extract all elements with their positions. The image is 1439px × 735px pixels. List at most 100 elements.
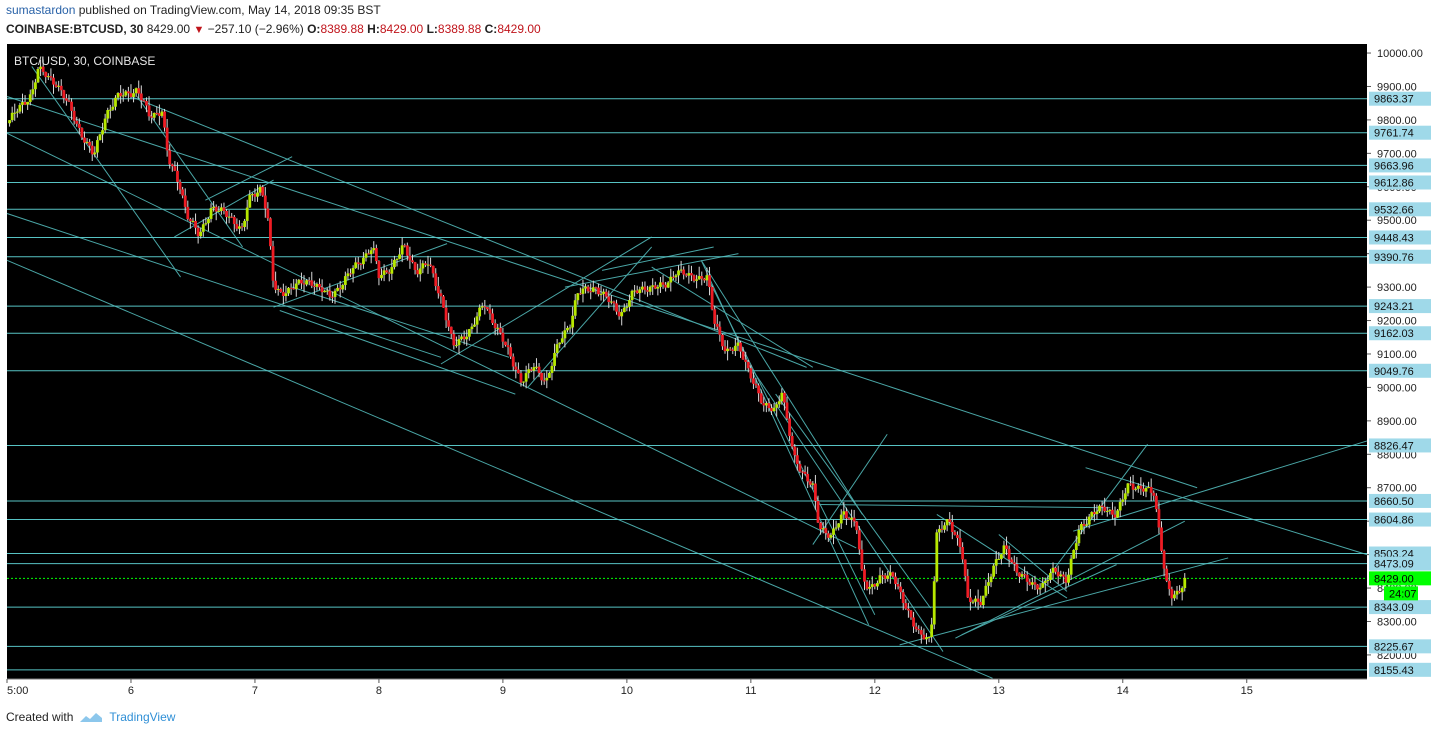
candle-body [935, 532, 939, 582]
candle-body [609, 301, 613, 303]
current-price-label: 8429.00 [1374, 573, 1414, 585]
price-chart[interactable]: 10000.009900.009800.009700.009600.009500… [0, 40, 1439, 702]
level-label: 8660.50 [1374, 496, 1414, 508]
candle-body [963, 559, 967, 577]
horizontal-levels [7, 98, 1367, 671]
candle-body [1087, 516, 1091, 525]
candle-body [400, 245, 404, 255]
candle-body [103, 118, 107, 131]
candle-body [829, 534, 833, 538]
candle-body [385, 270, 389, 273]
level-label: 8225.67 [1374, 641, 1414, 653]
candle-body [937, 528, 941, 533]
level-label: 8155.43 [1374, 665, 1414, 677]
candle-body [509, 347, 513, 357]
candle-body [723, 346, 727, 352]
candle-body [320, 287, 324, 293]
candle-body [1028, 581, 1032, 585]
candle-body [52, 77, 55, 85]
candle-body [1023, 574, 1027, 576]
candle-body [927, 636, 931, 638]
candle-body [545, 377, 549, 381]
candle-body [770, 408, 773, 412]
candle-body [798, 464, 802, 472]
candle-body [429, 264, 432, 266]
trend-line [527, 246, 653, 388]
candle-body [83, 137, 86, 143]
author-link[interactable]: sumastardon [6, 3, 76, 17]
candle-body [1147, 486, 1150, 488]
candle-body [8, 120, 11, 124]
candle-body [1139, 485, 1143, 489]
candle-body [958, 538, 962, 548]
low-label: L: [426, 22, 438, 36]
publish-info: sumastardon published on TradingView.com… [6, 3, 381, 17]
candle-body [999, 554, 1003, 559]
candle-body [387, 272, 391, 274]
price-tick-label: 9300.00 [1377, 282, 1417, 294]
level-label: 9863.37 [1374, 94, 1414, 106]
candle-body [1118, 501, 1122, 511]
candle-body [516, 369, 520, 374]
candle-body [604, 291, 608, 297]
chart-area[interactable]: 10000.009900.009800.009700.009600.009500… [0, 40, 1439, 702]
candle-body [961, 547, 965, 560]
level-label-box [1369, 600, 1431, 615]
trend-line [1085, 467, 1368, 556]
trend-line [819, 503, 1111, 509]
candle-body [527, 369, 531, 374]
candle-body [633, 290, 637, 292]
candle-body [1108, 509, 1112, 511]
candle-body [44, 71, 48, 78]
candle-body [1041, 582, 1045, 588]
tradingview-link[interactable]: TradingView [109, 710, 176, 724]
down-triangle-icon: ▼ [193, 24, 205, 36]
candle-body [160, 111, 164, 116]
candle-body [917, 629, 921, 631]
candle-body [426, 264, 430, 266]
candle-body [591, 287, 595, 292]
candle-body [470, 326, 474, 330]
candle-body [860, 549, 864, 570]
candle-body [447, 320, 451, 327]
candle-body [697, 276, 701, 280]
trend-line [130, 96, 807, 368]
candle-body [568, 327, 572, 329]
candle-body [95, 140, 99, 153]
trend-line [961, 564, 1117, 636]
candle-body [186, 206, 190, 220]
candle-body [1178, 590, 1181, 593]
level-label: 9049.76 [1374, 366, 1414, 378]
candle-body [620, 312, 624, 317]
level-label: 9162.03 [1374, 328, 1414, 340]
candle-body [201, 224, 205, 232]
candle-body [328, 290, 332, 297]
candle-body [1183, 577, 1187, 589]
candle-body [919, 630, 923, 635]
candle-body [950, 521, 954, 533]
candle-body [992, 565, 996, 577]
candle-body [721, 334, 724, 347]
candle-body [134, 88, 138, 94]
candle-body [111, 106, 115, 110]
last-price: 8429.00 [146, 22, 191, 36]
candle-body [124, 91, 128, 96]
close-label: C: [484, 22, 498, 36]
candle-body [728, 348, 732, 350]
candle-body [1121, 499, 1125, 502]
candle-body [478, 307, 482, 317]
candle-body [793, 446, 797, 456]
candle-body [643, 286, 647, 291]
candle-body [715, 323, 719, 327]
candle-body [271, 246, 275, 281]
time-axis[interactable] [7, 679, 1367, 702]
candle-body [529, 369, 533, 371]
candle-body [679, 269, 683, 271]
close-value: 8429.00 [497, 22, 541, 36]
candle-body [684, 274, 688, 276]
candle-body [341, 284, 345, 290]
candle-body [826, 533, 830, 538]
candle-body [1144, 487, 1148, 492]
candle-body [901, 592, 905, 604]
candle-body [922, 634, 926, 640]
